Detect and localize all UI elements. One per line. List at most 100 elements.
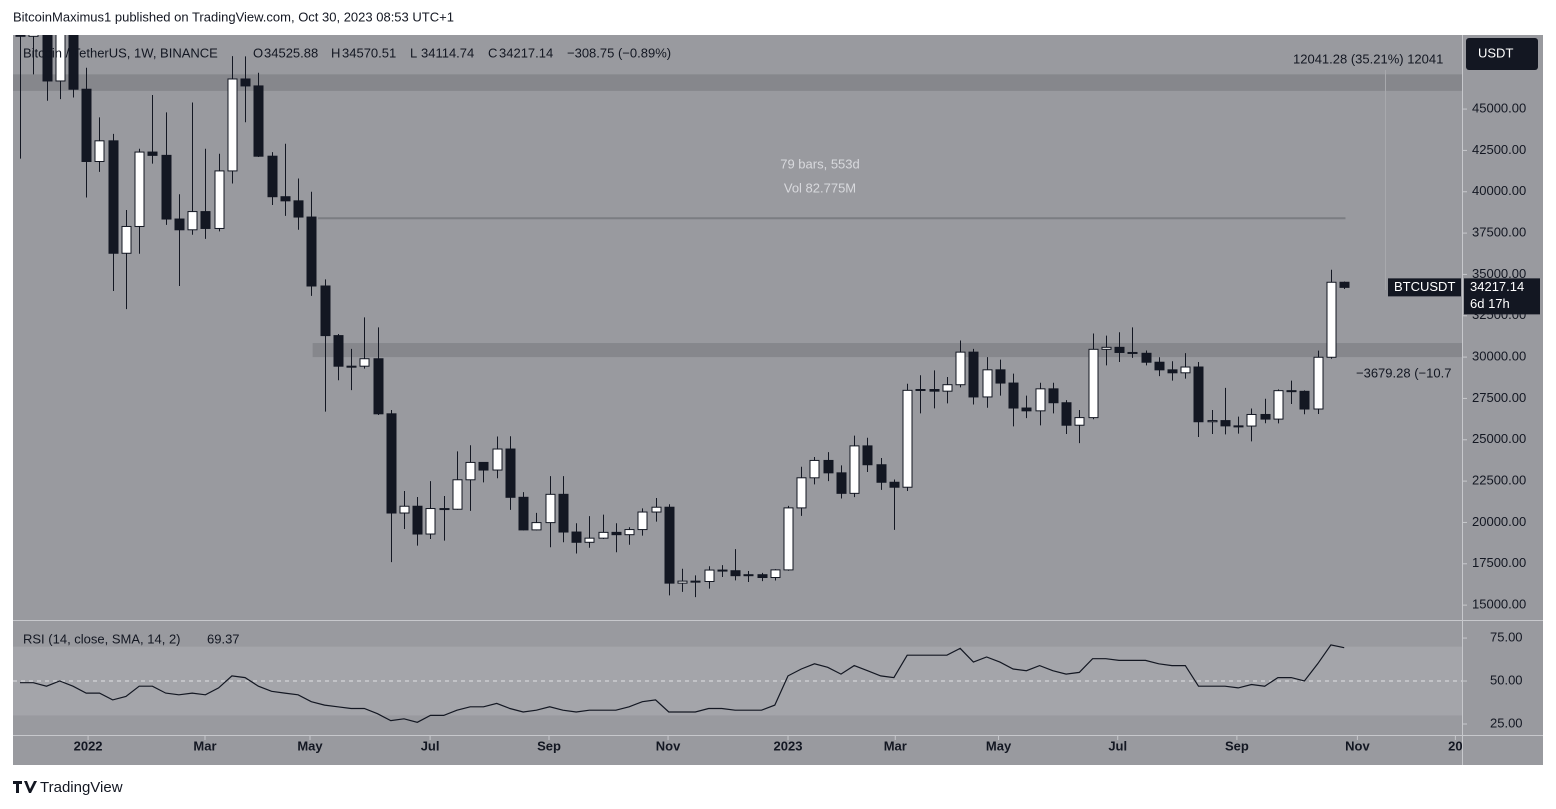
candle-body [1061, 402, 1072, 426]
currency-button [1466, 38, 1538, 70]
x-tick-label: 2022 [74, 738, 103, 753]
candle-body [584, 537, 595, 543]
legend-change: −308.75 (−0.89%) [567, 45, 671, 60]
candle-body [717, 569, 728, 572]
candle-body [399, 505, 410, 514]
candle-body [1193, 366, 1204, 423]
candle-body [1074, 417, 1085, 426]
legend-value: 34114.74 [421, 45, 474, 60]
candle-body [730, 570, 741, 577]
x-tick-label: Mar [193, 738, 216, 753]
candle-body [823, 459, 834, 474]
candle-body [280, 196, 291, 202]
candle-body [1101, 346, 1112, 350]
candle-body [902, 389, 913, 488]
candle-body [214, 170, 225, 229]
candle-body [42, 35, 53, 82]
rsi-y-tick-label: 75.00 [1490, 629, 1523, 644]
x-tick-label: 20 [1448, 738, 1462, 753]
ticker-box [1388, 278, 1461, 297]
candle-body [1021, 407, 1032, 412]
y-tick-label: 35000.00 [1472, 266, 1526, 281]
candle-body [862, 445, 873, 466]
candle-body [333, 335, 344, 367]
candle-body [982, 369, 993, 398]
candle-body [995, 369, 1006, 384]
countdown: 6d 17h [1470, 296, 1510, 311]
x-tick-label: Sep [537, 738, 561, 753]
candle-body [94, 140, 105, 162]
price-zone [312, 343, 1462, 358]
candle-body [1326, 281, 1337, 358]
y-tick-label: 22500.00 [1472, 473, 1526, 488]
candle-body [743, 574, 754, 577]
candle-body [531, 522, 542, 531]
legend-value: 34570.51 [342, 45, 396, 60]
candle-body [545, 493, 556, 524]
rsi-value: 69.37 [207, 631, 240, 646]
candle-body [306, 216, 317, 287]
x-tick-label: Nov [656, 738, 681, 753]
x-tick-label: 2023 [774, 738, 803, 753]
candle-body [1167, 369, 1178, 374]
x-tick-label: Mar [884, 738, 907, 753]
candle-body [1313, 356, 1324, 410]
y-tick-label: 25000.00 [1472, 431, 1526, 446]
ticker-label: BTCUSDT [1394, 279, 1455, 294]
candle-body [253, 85, 264, 157]
legend-value: 34217.14 [499, 45, 553, 60]
legend-key: H [331, 45, 340, 60]
candle-body [704, 569, 715, 582]
candle-body [293, 200, 304, 218]
last-price: 34217.14 [1470, 279, 1524, 294]
candle-body [1114, 346, 1125, 353]
candle-body [147, 151, 158, 156]
y-tick-label: 15000.00 [1472, 597, 1526, 612]
candle-body [1008, 382, 1019, 409]
candle-body [174, 218, 185, 231]
candle-body [942, 384, 953, 392]
candle-body [161, 154, 172, 220]
candle-body [664, 506, 675, 584]
price-box [1464, 278, 1540, 315]
price-pane [13, 35, 1462, 598]
y-tick-label: 45000.00 [1472, 101, 1526, 116]
candle-body [28, 35, 39, 37]
candle-body [677, 580, 688, 584]
candle-body [1207, 420, 1218, 423]
x-tick-label: May [297, 738, 323, 753]
candle-body [478, 461, 489, 471]
x-tick-label: Nov [1345, 738, 1370, 753]
candle-body [227, 78, 238, 172]
y-tick-label: 20000.00 [1472, 514, 1526, 529]
candle-body [1260, 413, 1271, 420]
candle-body [1286, 390, 1297, 393]
candle-body [320, 285, 331, 337]
candle-body [783, 507, 794, 571]
candle-body [518, 496, 529, 531]
candle-body [121, 225, 132, 254]
x-tick-label: May [986, 738, 1012, 753]
candle-body [836, 472, 847, 494]
candle-body [598, 531, 609, 539]
y-tick-label: 42500.00 [1472, 142, 1526, 157]
candle-body [1141, 352, 1152, 363]
candle-body [373, 358, 384, 415]
candle-body [571, 531, 582, 543]
candle-body [1233, 425, 1244, 428]
candle-body [412, 505, 423, 535]
bars-note: 79 bars, 553d [780, 156, 860, 171]
byline: BitcoinMaximus1 published on TradingView… [13, 9, 454, 24]
candle-body [505, 448, 516, 498]
x-tick-label: Sep [1225, 738, 1249, 753]
legend-key: L [410, 45, 417, 60]
candle-body [955, 351, 966, 386]
footer-logo [13, 781, 37, 793]
candle-body [452, 479, 463, 510]
candle-body [1339, 281, 1350, 288]
x-tick-label: Jul [1108, 738, 1127, 753]
candle-body [624, 529, 635, 536]
symbol: Bitcoin / TetherUS, 1W, BINANCE [23, 45, 218, 60]
candle-body [915, 389, 926, 392]
